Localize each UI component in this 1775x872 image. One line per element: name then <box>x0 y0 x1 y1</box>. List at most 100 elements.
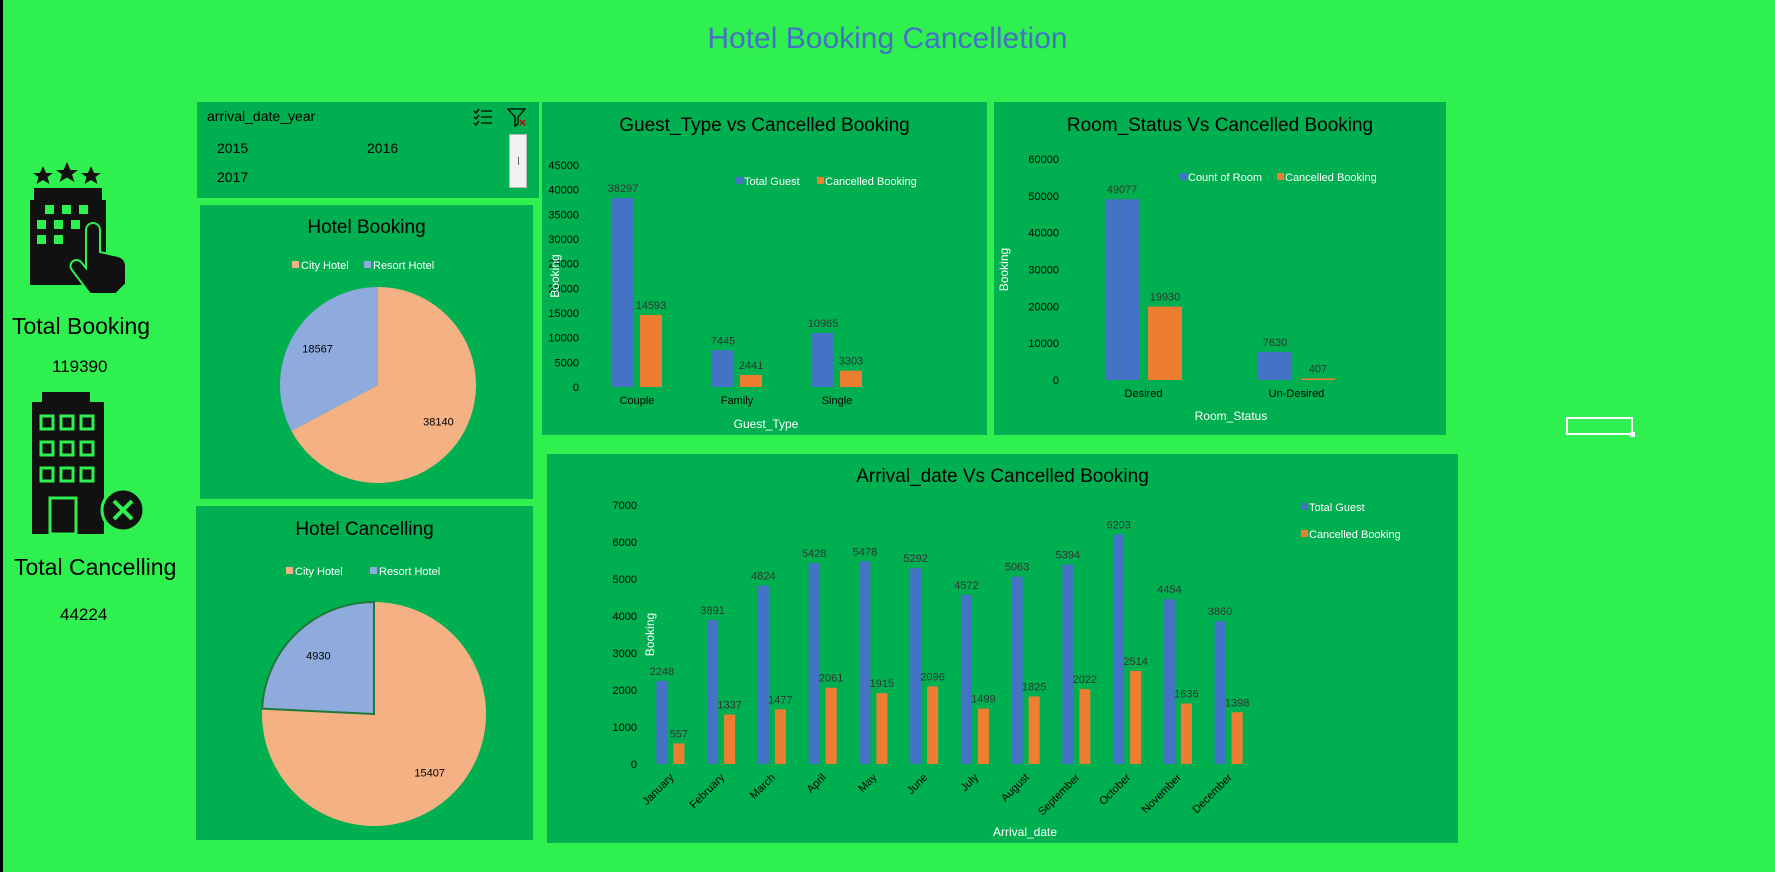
slicer-header: arrival_date_year <box>207 108 316 124</box>
y-tick-label: 40000 <box>548 185 579 197</box>
clear-filter-icon[interactable] <box>506 107 528 127</box>
data-label: 5394 <box>1056 549 1080 561</box>
y-axis-label: Booking <box>643 613 657 656</box>
data-label: 3303 <box>839 356 863 368</box>
x-axis-label: Arrival_date <box>993 825 1057 839</box>
x-tick-label: Couple <box>620 395 655 407</box>
x-tick-label: December <box>1190 771 1235 816</box>
data-label: 1499 <box>971 694 995 706</box>
legend-swatch <box>1277 173 1284 180</box>
bar-cancelled <box>724 714 736 764</box>
bar-cancelled <box>825 687 837 764</box>
legend-label: Resort Hotel <box>379 566 440 578</box>
bar-primary <box>1163 599 1175 764</box>
data-label: 6203 <box>1106 519 1130 531</box>
data-label: 18567 <box>302 344 333 356</box>
y-tick-label: 45000 <box>548 160 579 172</box>
bar-cancelled <box>1079 689 1091 764</box>
hotel-booking-pie: City Hotel Resort Hotel 38140 18567 <box>280 260 476 483</box>
bar-cancelled <box>927 686 939 764</box>
data-label: 10965 <box>808 318 839 330</box>
total-booking-label: Total Booking <box>12 313 151 339</box>
legend-label: Cancelled Booking <box>1285 172 1377 184</box>
legend-swatch <box>817 177 824 184</box>
chart-title: Hotel Booking <box>307 217 426 238</box>
x-tick-label: October <box>1097 771 1133 807</box>
y-tick-label: 3000 <box>613 648 637 660</box>
y-tick-label: 10000 <box>548 333 579 345</box>
legend-swatch <box>1301 503 1308 510</box>
y-tick-label: 15000 <box>548 308 579 320</box>
multi-select-icon[interactable] <box>473 108 493 126</box>
legend-label: Cancelled Booking <box>825 176 917 188</box>
data-label: 5292 <box>903 553 927 565</box>
x-tick-label: September <box>1036 771 1083 818</box>
y-tick-label: 0 <box>631 759 637 771</box>
data-label: 3860 <box>1208 606 1232 618</box>
y-tick-label: 4000 <box>613 611 637 623</box>
bar-primary <box>812 332 834 387</box>
data-label: 1636 <box>1174 688 1198 700</box>
bar-cancelled <box>774 709 786 764</box>
y-tick-label: 5000 <box>555 357 579 369</box>
hotel-booking-panel: Hotel Booking City Hotel Resort Hotel 3814… <box>200 205 533 499</box>
data-label: 7630 <box>1263 337 1287 349</box>
hotel-cancelling-pie: City Hotel Resort Hotel 15407 4930 <box>261 566 486 826</box>
bar-primary <box>808 563 820 764</box>
x-tick-label: Single <box>822 395 853 407</box>
slicer-item-2017[interactable]: 2017 <box>217 169 249 185</box>
slicer-item-2015[interactable]: 2015 <box>217 140 249 156</box>
data-label: 49077 <box>1107 184 1138 196</box>
x-tick-label: January <box>640 771 677 808</box>
legend-swatch <box>292 261 299 268</box>
data-label: 38140 <box>423 416 454 428</box>
data-label: 15407 <box>414 767 445 779</box>
data-label: 4454 <box>1157 584 1181 596</box>
x-tick-label: August <box>999 772 1032 805</box>
year-slicer[interactable]: arrival_date_year 2015 2016 2017 <box>197 102 539 198</box>
data-label: 5478 <box>853 546 877 558</box>
bar-cancelled <box>640 315 662 387</box>
y-tick-label: 0 <box>573 382 579 394</box>
x-tick-label: November <box>1140 771 1185 816</box>
bar-primary <box>656 680 668 764</box>
bar-primary <box>757 585 769 764</box>
x-tick-label: Un-Desired <box>1269 388 1325 400</box>
bar-cancelled <box>977 708 989 764</box>
data-label: 3891 <box>700 605 724 617</box>
bar-primary <box>960 594 972 764</box>
y-tick-label: 40000 <box>1028 228 1059 240</box>
x-tick-label: February <box>688 771 728 811</box>
legend-label: Resort Hotel <box>373 260 434 272</box>
legend-swatch <box>370 567 377 574</box>
bar-primary <box>1062 564 1074 764</box>
y-tick-label: 25000 <box>548 259 579 271</box>
bar-cancelled <box>1231 712 1243 764</box>
selected-cell[interactable] <box>1566 417 1635 437</box>
bar-primary <box>1113 534 1125 764</box>
bar-cancelled <box>840 370 862 387</box>
bar-cancelled <box>1028 696 1040 764</box>
bar-cancelled <box>1148 306 1182 380</box>
bar-primary <box>1105 199 1139 380</box>
chart-title: Guest_Type vs Cancelled Booking <box>619 115 910 136</box>
y-tick-label: 60000 <box>1028 154 1059 166</box>
data-label: 5428 <box>802 548 826 560</box>
dashboard-title: Hotel Booking Cancelletion <box>707 22 1068 55</box>
pie-slice-resort-hotel <box>280 286 378 431</box>
bar-primary <box>859 561 871 764</box>
x-tick-label: June <box>905 772 930 797</box>
arrival-date-panel: Arrival_date Vs Cancelled Booking 0 1000 2… <box>547 454 1458 843</box>
bar-cancelled <box>1180 703 1192 764</box>
slicer-item-2016[interactable]: 2016 <box>367 140 399 156</box>
x-axis-label: Guest_Type <box>734 417 799 431</box>
y-tick-label: 10000 <box>1028 338 1059 350</box>
slicer-scrollbar[interactable] <box>509 134 527 188</box>
bar-primary <box>1214 621 1226 764</box>
data-label: 2248 <box>650 666 674 678</box>
total-booking-value: 119390 <box>52 357 108 376</box>
y-axis-label: Booking <box>548 254 562 297</box>
x-tick-label: April <box>805 772 829 796</box>
x-axis-label: Room_Status <box>1195 409 1268 423</box>
data-label: 407 <box>1309 364 1327 376</box>
